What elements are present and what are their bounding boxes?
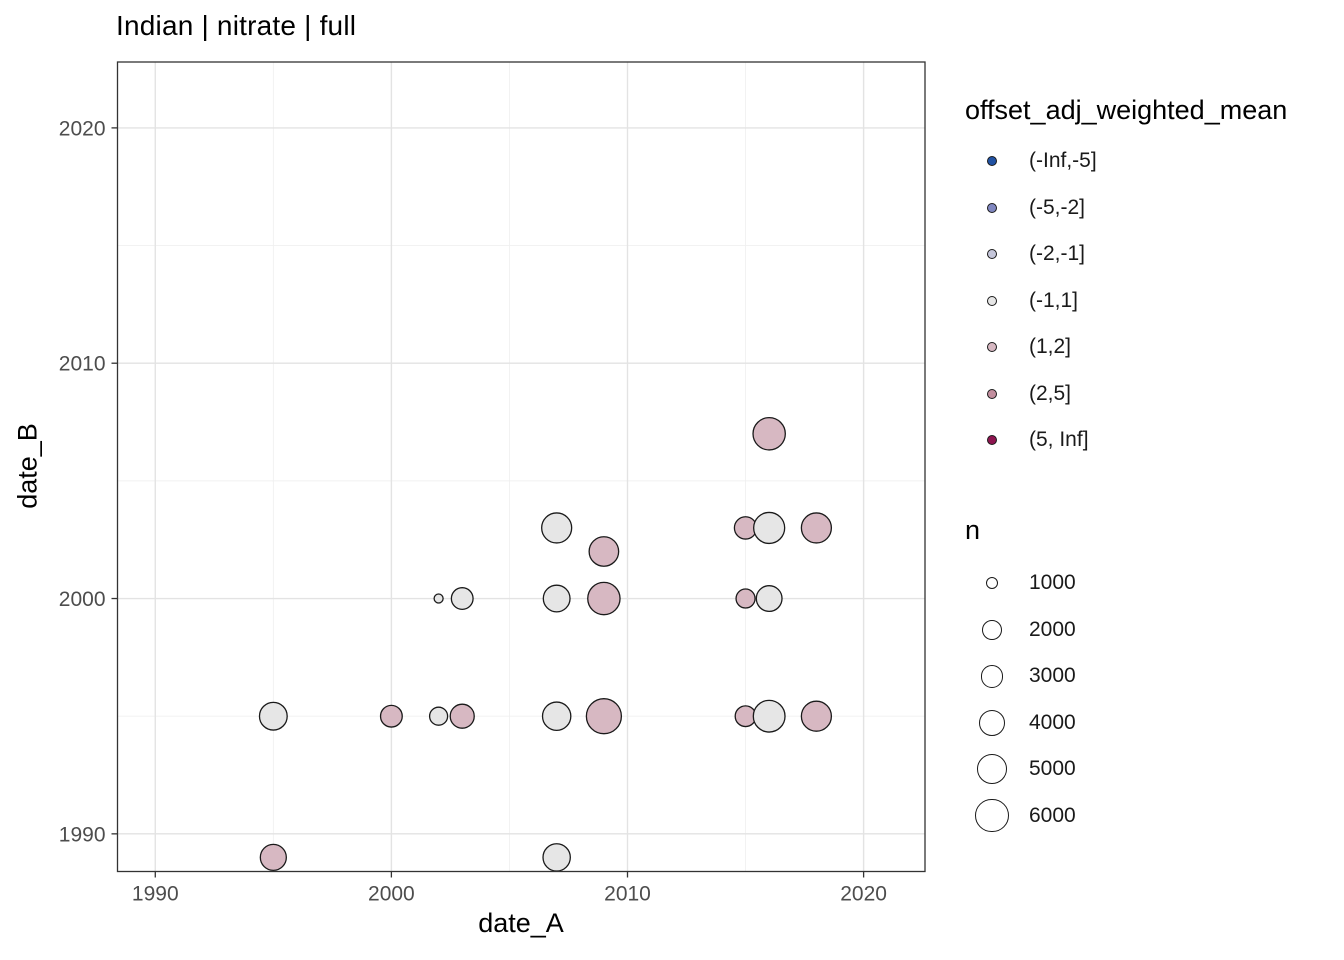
panel-background [117,62,925,872]
data-point [433,593,444,604]
color-legend-label: (2,5] [1029,381,1072,405]
size-legend-label: 2000 [1029,617,1076,641]
legend-key-cell [961,577,1023,590]
data-point [585,698,623,735]
size-legend-item: 2000 [961,607,1341,654]
color-legend-label: (5, Inf] [1029,428,1089,452]
size-legend-label: 5000 [1029,757,1076,781]
data-point [379,704,403,728]
size-legend-item: 4000 [961,700,1341,747]
size-legend-label: 4000 [1029,710,1076,734]
color-legend-item: (2,5] [961,371,1341,418]
color-legend-title: offset_adj_weighted_mean [965,95,1288,125]
color-legend-label: (-5,-2] [1029,195,1086,219]
color-legend-label: (-Inf,-5] [1029,149,1097,173]
data-point [587,581,621,616]
y-tick-label: 2020 [59,117,106,140]
color-legend-item: (-Inf,-5] [961,138,1341,185]
data-point [541,512,573,544]
color-legend-item: (-1,1] [961,278,1341,325]
size-legend-rows: 1000 2000 3000 4000 5000 6000 [961,560,1341,839]
size-key-circle-icon [977,754,1007,785]
legend-key-cell [961,249,1023,260]
size-key-circle-icon [978,709,1006,736]
data-point [588,536,620,567]
legend-key-cell [961,709,1023,736]
legend-key-cell [961,619,1023,640]
x-tick-label: 2020 [840,883,887,906]
data-point [752,699,786,733]
x-tick-label: 2010 [604,883,651,906]
legend-key-cell [961,342,1023,353]
y-tick-label: 2010 [59,353,106,376]
size-legend-label: 6000 [1029,803,1076,827]
data-point [450,587,474,611]
color-key-dot-icon [987,202,997,213]
data-point [753,511,786,545]
data-point [541,701,572,731]
y-axis-title: date_B [12,423,43,509]
color-legend-item: (1,2] [961,324,1341,371]
color-key-dot-icon [987,295,997,306]
size-key-circle-icon [985,577,999,590]
size-key-circle-icon [982,619,1002,640]
x-axis-title: date_A [478,908,564,938]
color-legend-label: (1,2] [1029,335,1072,359]
size-legend-label: 1000 [1029,571,1076,595]
x-tick-label: 1990 [132,883,179,906]
y-tick-label: 2000 [59,588,106,611]
size-key-circle-icon [980,665,1004,688]
data-point [735,588,756,609]
data-point [449,703,475,729]
size-legend-item: 6000 [961,793,1341,840]
data-point [258,701,288,731]
color-legend-item: (5, Inf] [961,417,1341,464]
size-legend-label: 3000 [1029,664,1076,688]
color-legend-rows: (-Inf,-5] (-5,-2] (-2,-1] (-1,1] (1,2] (2,5] (… [961,138,1341,464]
legend-key-cell [961,665,1023,688]
size-legend-item: 5000 [961,746,1341,793]
color-key-dot-icon [987,249,997,260]
size-key-circle-icon [975,799,1009,833]
data-point [542,843,571,872]
legend-key-cell [961,388,1023,399]
size-legend: n 1000 2000 3000 4000 5000 6000 [961,516,1341,839]
x-tick-label: 2000 [368,883,415,906]
color-key-dot-icon [987,156,997,167]
color-legend-label: (-1,1] [1029,288,1079,312]
legend-key-cell [961,156,1023,167]
data-point [800,512,833,544]
size-legend-item: 1000 [961,560,1341,607]
color-legend-item: (-5,-2] [961,185,1341,232]
color-legend: offset_adj_weighted_mean (-Inf,-5] (-5,-2… [961,96,1341,464]
data-point [800,700,833,732]
color-key-dot-icon [987,435,997,446]
color-key-dot-icon [987,342,997,353]
y-tick-label: 1990 [59,823,106,846]
legend-key-cell [961,202,1023,213]
legend-key-cell [961,799,1023,833]
legend-key-cell [961,295,1023,306]
color-legend-label: (-2,-1] [1029,242,1086,266]
color-key-dot-icon [987,388,997,399]
data-point [428,706,449,726]
color-legend-item: (-2,-1] [961,231,1341,278]
legend-key-cell [961,435,1023,446]
size-legend-item: 3000 [961,653,1341,700]
data-point [542,584,571,613]
data-point [755,585,783,613]
legend-key-cell [961,754,1023,785]
panel-border [116,61,926,873]
data-point [752,417,786,451]
plot-title: Indian | nitrate | full [116,10,357,41]
size-legend-title: n [965,515,981,545]
data-point [259,843,287,872]
